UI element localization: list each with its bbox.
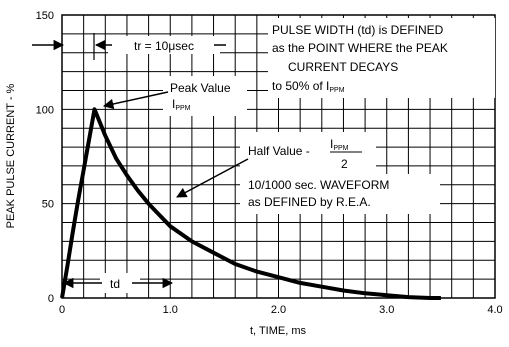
y-tick-label: 150 <box>36 10 54 22</box>
tr-label: tr = 10μsec <box>134 39 194 53</box>
y-axis-label: PEAK PULSE CURRENT - % <box>5 83 17 228</box>
x-axis-label: t, TIME, ms <box>250 325 307 337</box>
waveform-curve <box>60 107 441 300</box>
half-denominator: 2 <box>341 157 348 171</box>
annotation-backgrounds <box>100 18 495 293</box>
waveform-line-1: 10/1000 sec. WAVEFORM <box>248 178 389 192</box>
pulse-width-line-4: to 50% of IPPM <box>272 79 345 94</box>
y-tick-label: 0 <box>48 293 54 305</box>
waveform-note: 10/1000 sec. WAVEFORM as DEFINED by R.E.… <box>248 178 389 209</box>
x-tick-label: 1.0 <box>163 304 178 316</box>
half-numerator: IPPM <box>330 137 349 152</box>
x-tick-label: 2.0 <box>271 304 286 316</box>
pulse-width-line-1: PULSE WIDTH (td) is DEFINED <box>272 23 444 37</box>
tr-annotation: tr = 10μsec <box>32 33 226 60</box>
peak-annotation: Peak Value IPPM <box>102 81 231 112</box>
plot-frame <box>61 14 496 299</box>
td-label: td <box>110 277 120 291</box>
y-tick-labels: 0 50 100 150 <box>36 10 54 305</box>
pulse-width-line-3: CURRENT DECAYS <box>288 60 398 74</box>
x-tick-label: 3.0 <box>379 304 394 316</box>
pulse-width-note: PULSE WIDTH (td) is DEFINED as the POINT… <box>272 23 448 94</box>
waveform-line-2: as DEFINED by R.E.A. <box>248 195 371 209</box>
half-annotation: Half Value - IPPM 2 <box>176 137 362 198</box>
peak-label: Peak Value <box>170 81 231 95</box>
td-annotation: td <box>62 277 174 291</box>
x-tick-label: 4.0 <box>487 304 502 316</box>
y-tick-label: 50 <box>42 199 54 211</box>
x-tick-labels: 0 1.0 2.0 3.0 4.0 <box>59 304 503 316</box>
y-tick-label: 100 <box>36 104 54 116</box>
peak-symbol: IPPM <box>172 97 191 112</box>
pulse-width-line-2: as the POINT WHERE the PEAK <box>272 41 448 55</box>
half-label: Half Value - <box>248 144 310 158</box>
x-tick-label: 0 <box>59 304 65 316</box>
